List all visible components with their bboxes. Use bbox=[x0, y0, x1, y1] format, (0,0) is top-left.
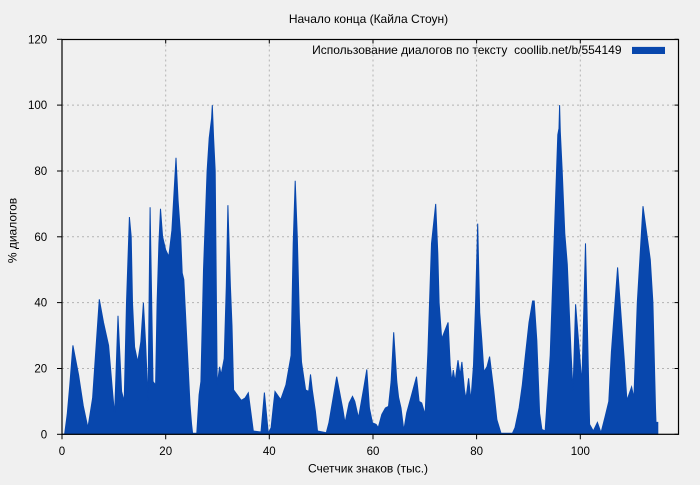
svg-text:20: 20 bbox=[34, 364, 47, 376]
svg-text:0: 0 bbox=[41, 429, 47, 441]
svg-text:100: 100 bbox=[28, 100, 47, 112]
svg-text:0: 0 bbox=[59, 446, 65, 458]
svg-text:60: 60 bbox=[34, 232, 47, 244]
svg-text:80: 80 bbox=[34, 166, 47, 178]
svg-text:60: 60 bbox=[367, 446, 380, 458]
svg-text:100: 100 bbox=[571, 446, 590, 458]
svg-text:% диалогов: % диалогов bbox=[6, 198, 20, 263]
svg-text:40: 40 bbox=[34, 298, 47, 310]
svg-text:Счетчик знаков (тыс.): Счетчик знаков (тыс.) bbox=[308, 462, 428, 476]
svg-text:80: 80 bbox=[470, 446, 483, 458]
svg-text:Использование диалогов по текс: Использование диалогов по тексту coollib… bbox=[312, 43, 622, 57]
svg-text:120: 120 bbox=[28, 34, 47, 46]
svg-text:20: 20 bbox=[159, 446, 172, 458]
svg-text:40: 40 bbox=[263, 446, 276, 458]
svg-text:Начало конца (Кайла Стоун): Начало конца (Кайла Стоун) bbox=[289, 12, 448, 26]
